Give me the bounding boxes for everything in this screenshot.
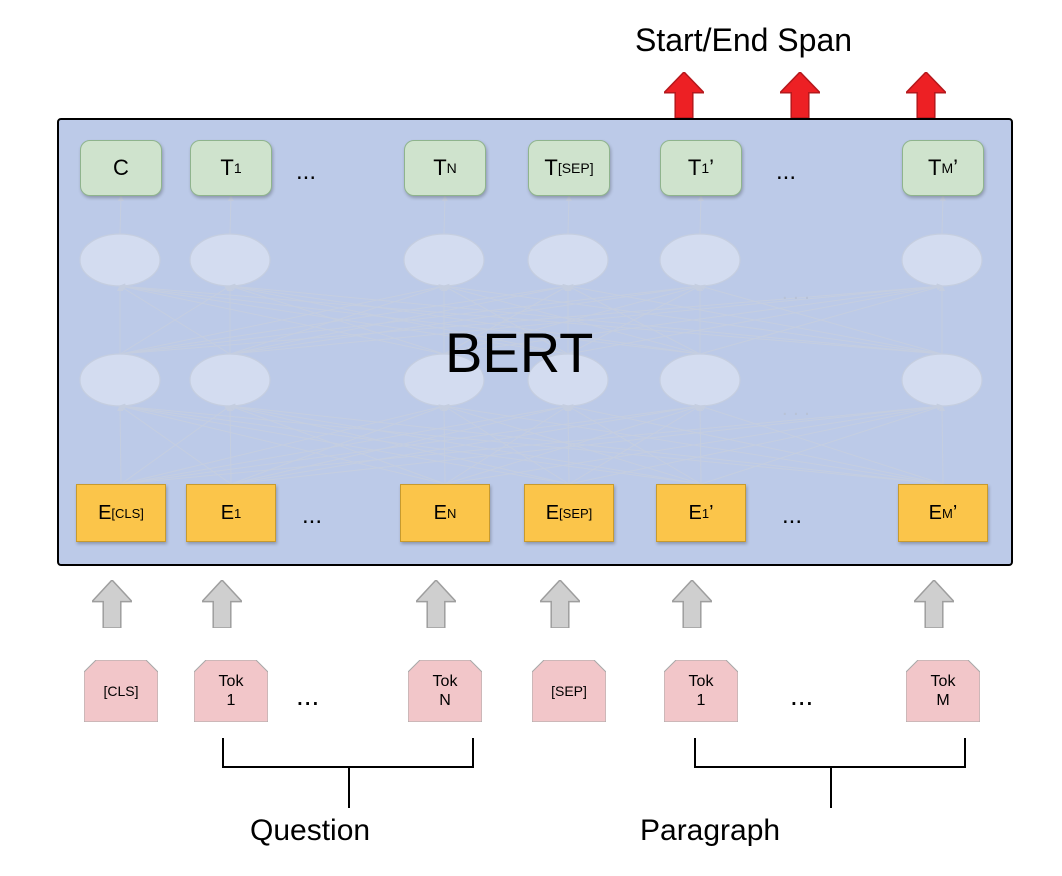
paragraph-bracket [694,738,966,768]
embedding-box: E[CLS] [76,484,166,542]
ellipsis: ... [296,680,319,712]
ellipsis-faint: . . . [782,282,810,305]
input-token: TokM [906,660,980,722]
output-token: T[SEP] [528,140,610,196]
embedding-box: EM’ [898,484,988,542]
output-arrow-icon [664,72,704,118]
ellipsis: ... [790,680,813,712]
question-label: Question [250,814,370,848]
embedding-box: E1’ [656,484,746,542]
input-arrow-icon [202,580,242,628]
input-arrow-icon [914,580,954,628]
output-arrow-icon [780,72,820,118]
embedding-box: E[SEP] [524,484,614,542]
output-token: T1’ [660,140,742,196]
input-token: Tok1 [664,660,738,722]
output-token: TN [404,140,486,196]
output-token: TM’ [902,140,984,196]
ellipsis: ... [302,502,322,530]
paragraph-bracket-stem [830,768,832,808]
input-token: TokN [408,660,482,722]
ellipsis: ... [782,502,802,530]
output-arrow-icon [906,72,946,118]
ellipsis: ... [296,158,316,186]
bert-label: BERT [445,320,593,385]
input-arrow-icon [540,580,580,628]
input-token: Tok1 [194,660,268,722]
paragraph-label: Paragraph [640,814,780,848]
embedding-box: E1 [186,484,276,542]
question-bracket [222,738,474,768]
input-arrow-icon [416,580,456,628]
bert-qa-diagram: Start/End Span BERT CT1TNT[SEP]T1’TM’ E[… [0,0,1062,876]
question-bracket-stem [348,768,350,808]
input-arrow-icon [672,580,712,628]
input-token: [CLS] [84,660,158,722]
embedding-box: EN [400,484,490,542]
ellipsis-faint: . . . [782,398,810,421]
ellipsis: ... [776,158,796,186]
input-arrow-icon [92,580,132,628]
output-token: C [80,140,162,196]
output-token: T1 [190,140,272,196]
input-token: [SEP] [532,660,606,722]
